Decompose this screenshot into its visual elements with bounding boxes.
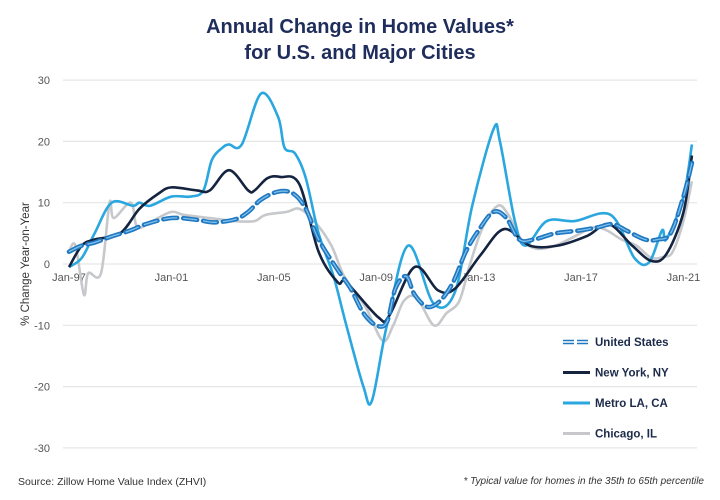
legend-label: Chicago, IL xyxy=(595,429,657,441)
series-line-new-york-ny xyxy=(67,155,694,324)
legend-label: New York, NY xyxy=(595,368,669,380)
y-tick-label: 20 xyxy=(38,136,50,148)
x-tick-label: Jan-01 xyxy=(155,272,189,284)
series-line-chicago-il xyxy=(67,180,694,343)
y-tick-label: 10 xyxy=(38,198,50,210)
y-tick-label: 0 xyxy=(44,259,50,271)
y-tick-label: -30 xyxy=(34,443,50,455)
series-line-metro-la-ca xyxy=(68,91,694,406)
x-tick-label: Jan-09 xyxy=(359,272,393,284)
legend-item: United States xyxy=(563,337,669,349)
x-tick-label: Jan-13 xyxy=(462,272,496,284)
y-tick-label: -10 xyxy=(34,320,50,332)
x-tick-label: Jan-05 xyxy=(257,272,291,284)
legend-item: Chicago, IL xyxy=(563,429,657,441)
chart-title: Annual Change in Home Values* for U.S. a… xyxy=(0,14,720,66)
series-line-united-states xyxy=(66,160,695,329)
x-tick-label: Jan-97 xyxy=(52,272,86,284)
chart-title-line-1: Annual Change in Home Values* xyxy=(206,16,514,38)
chart-subtitle: for U.S. and Major Cities xyxy=(244,42,476,64)
legend-item: New York, NY xyxy=(563,368,669,380)
legend-label: United States xyxy=(595,337,669,349)
series-line-united-states-inner xyxy=(68,162,693,328)
footnote: * Typical value for homes in the 35th to… xyxy=(463,476,704,487)
legend-item: Metro LA, CA xyxy=(563,398,668,410)
y-tick-label: 30 xyxy=(38,75,50,87)
x-tick-label: Jan-21 xyxy=(667,272,701,284)
source-note: Source: Zillow Home Value Index (ZHVI) xyxy=(18,476,207,488)
x-tick-label: Jan-17 xyxy=(564,272,598,284)
y-axis-label: % Change Year-on-Year xyxy=(20,202,32,326)
legend-label: Metro LA, CA xyxy=(595,398,668,410)
y-tick-label: -20 xyxy=(34,382,50,394)
